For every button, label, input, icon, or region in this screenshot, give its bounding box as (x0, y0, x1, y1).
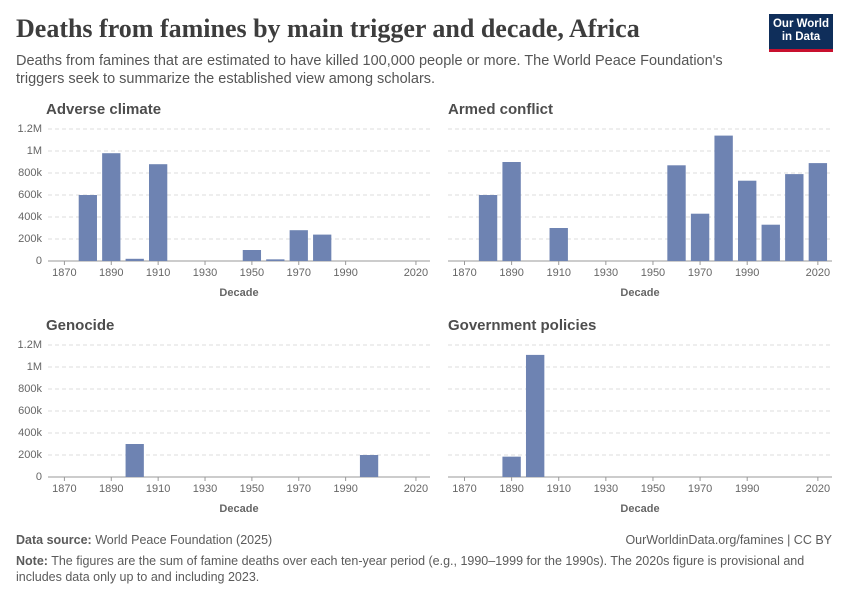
y-tick-label: 200k (18, 233, 42, 245)
y-tick-label: 800k (18, 383, 42, 395)
x-tick-label: 1870 (452, 267, 476, 279)
x-tick-label: 1890 (99, 267, 123, 279)
x-tick-label: 1870 (52, 483, 76, 495)
bar (502, 162, 521, 261)
x-tick-label: 1950 (641, 267, 665, 279)
x-tick-label: 1890 (499, 483, 523, 495)
x-axis-label: Decade (620, 503, 659, 515)
x-tick-label: 1950 (240, 483, 264, 495)
logo[interactable]: Our World in Data (769, 14, 833, 52)
bar (808, 163, 828, 261)
bar (78, 195, 97, 261)
x-tick-label: 1870 (452, 483, 476, 495)
subtitle: Deaths from famines that are estimated t… (16, 53, 723, 87)
url[interactable]: OurWorldinData.org/famines | CC BY (625, 533, 832, 547)
x-tick-label: 1910 (146, 267, 170, 279)
x-tick-label: 1890 (499, 267, 523, 279)
y-tick-label: 0 (36, 471, 42, 483)
x-axis-label: Decade (219, 503, 258, 515)
source-text: World Peace Foundation (2025) (95, 533, 273, 547)
x-tick-label: 1970 (287, 267, 311, 279)
y-tick-label: 1M (27, 361, 42, 373)
x-tick-label: 1910 (546, 267, 570, 279)
x-tick-label: 2020 (404, 267, 428, 279)
y-tick-label: 1.2M (18, 123, 42, 135)
bar (714, 135, 733, 261)
y-tick-label: 400k (18, 211, 42, 223)
panel-title: Government policies (448, 317, 596, 334)
logo-line: Our World (772, 18, 829, 30)
source-label: Data source: (16, 533, 92, 547)
bar (149, 164, 168, 261)
x-tick-label: 1930 (193, 483, 217, 495)
x-tick-label: 1930 (594, 267, 618, 279)
x-tick-label: 1890 (99, 483, 123, 495)
bar (359, 455, 379, 477)
bar (690, 213, 710, 261)
y-tick-label: 600k (18, 405, 42, 417)
panel-title: Armed conflict (448, 101, 553, 118)
bar (102, 153, 121, 261)
x-tick-label: 1970 (287, 483, 311, 495)
bar (525, 354, 545, 477)
x-tick-label: 1990 (735, 267, 759, 279)
x-tick-label: 1910 (146, 483, 170, 495)
source: Data source: World Peace Foundation (202… (16, 532, 272, 548)
x-tick-label: 1870 (52, 267, 76, 279)
x-axis-label: Decade (620, 287, 659, 299)
x-tick-label: 1970 (688, 483, 712, 495)
y-tick-label: 200k (18, 449, 42, 461)
x-axis-label: Decade (219, 287, 258, 299)
x-tick-label: 1990 (735, 483, 759, 495)
bar (785, 174, 804, 261)
title: Deaths from famines by main trigger and … (16, 14, 640, 43)
y-tick-label: 1M (27, 145, 42, 157)
bar (502, 456, 521, 477)
x-tick-label: 2020 (806, 267, 830, 279)
x-tick-label: 2020 (404, 483, 428, 495)
bar (667, 165, 686, 261)
bar (761, 224, 780, 261)
note: Note: The figures are the sum of famine … (16, 553, 836, 585)
note-label: Note: (16, 554, 48, 568)
panel-title: Genocide (46, 317, 114, 334)
panel-title: Adverse climate (46, 101, 161, 118)
x-tick-label: 1970 (688, 267, 712, 279)
y-tick-label: 0 (36, 255, 42, 267)
x-tick-label: 1990 (333, 267, 357, 279)
bar (549, 228, 568, 261)
x-tick-label: 1950 (641, 483, 665, 495)
y-tick-label: 800k (18, 167, 42, 179)
bar (478, 195, 498, 261)
x-tick-label: 1910 (546, 483, 570, 495)
bar (242, 250, 262, 261)
bar (125, 258, 144, 261)
bar (289, 230, 308, 261)
bar (313, 234, 332, 261)
bar (738, 180, 757, 261)
x-tick-label: 1930 (594, 483, 618, 495)
y-tick-label: 1.2M (18, 339, 42, 351)
note-text: The figures are the sum of famine deaths… (16, 554, 805, 584)
bar (125, 444, 144, 477)
y-tick-label: 400k (18, 427, 42, 439)
x-tick-label: 1950 (240, 267, 264, 279)
x-tick-label: 1990 (333, 483, 357, 495)
y-tick-label: 600k (18, 189, 42, 201)
x-tick-label: 2020 (806, 483, 830, 495)
logo-line: in Data (781, 31, 821, 43)
bar (266, 259, 285, 261)
x-tick-label: 1930 (193, 267, 217, 279)
